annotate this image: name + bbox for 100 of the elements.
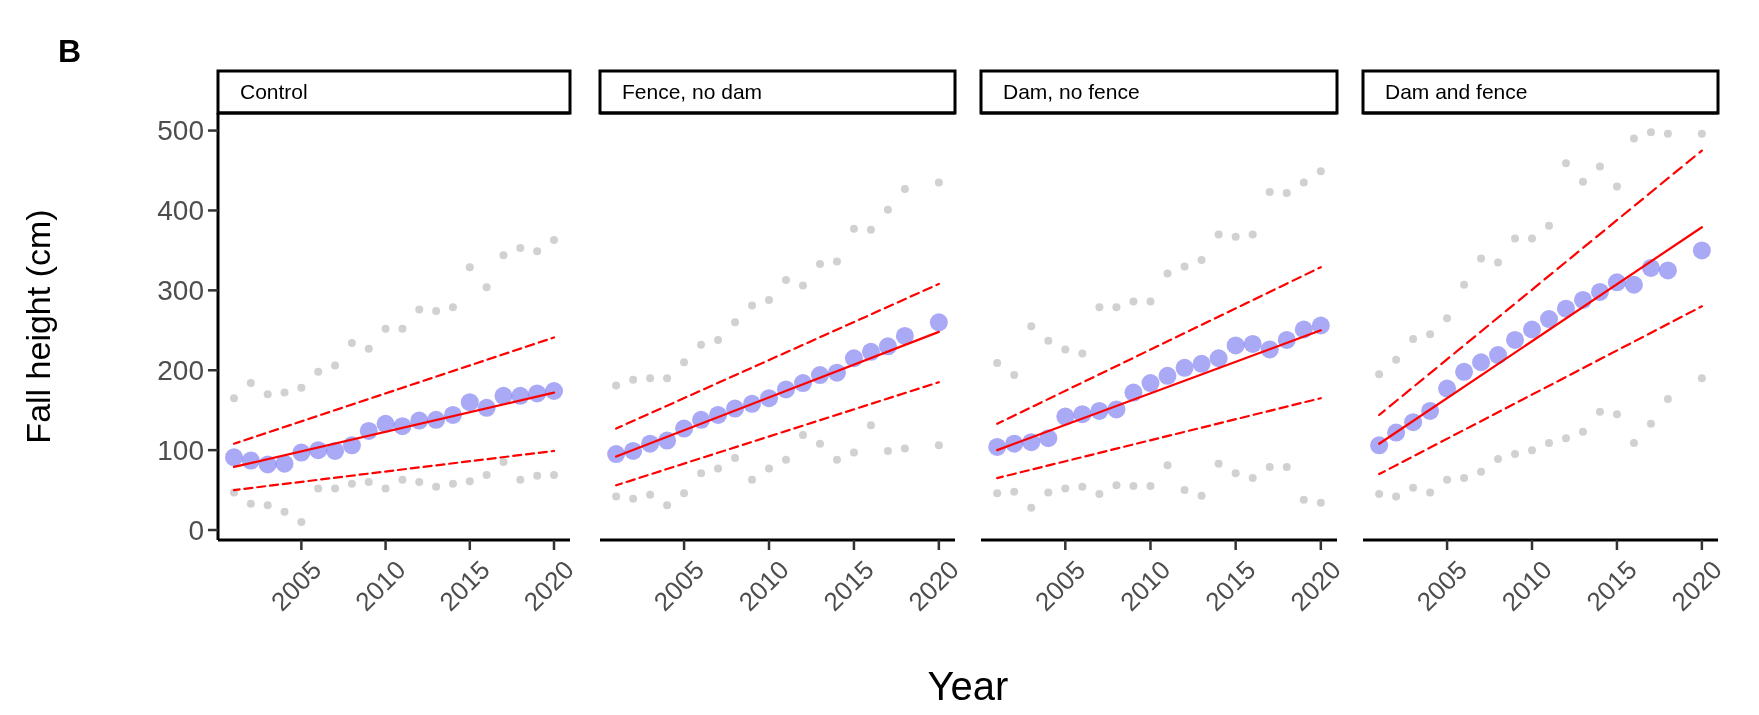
point (1129, 482, 1138, 491)
point (398, 475, 407, 484)
point (1056, 407, 1075, 426)
point (280, 507, 289, 516)
point (381, 484, 390, 493)
point (748, 475, 757, 484)
point (1375, 370, 1384, 379)
point (347, 339, 356, 348)
point (1027, 503, 1036, 512)
point (465, 477, 474, 486)
point (1209, 349, 1228, 368)
point (1578, 177, 1587, 186)
point (314, 484, 323, 493)
y-tick-label: 400 (157, 194, 204, 226)
point (1692, 241, 1711, 260)
point (748, 301, 757, 310)
point (1646, 128, 1655, 137)
point (1629, 134, 1638, 143)
point (499, 251, 508, 260)
point (1214, 230, 1223, 239)
point (1112, 303, 1121, 312)
point (1443, 475, 1452, 484)
point (934, 441, 943, 450)
point (781, 275, 790, 284)
point (1561, 434, 1570, 443)
point (697, 340, 706, 349)
point (1095, 303, 1104, 312)
point (629, 494, 638, 503)
point (1248, 474, 1257, 483)
point (297, 518, 306, 527)
point (1663, 395, 1672, 403)
point (550, 236, 558, 245)
point (680, 358, 689, 367)
point (1192, 354, 1211, 373)
point (1316, 498, 1325, 507)
point (1426, 488, 1435, 497)
point (398, 324, 407, 333)
point (1595, 407, 1604, 416)
point (364, 344, 373, 353)
point (646, 490, 655, 499)
point (376, 414, 395, 433)
point (1477, 467, 1486, 476)
point (993, 359, 1002, 368)
point (482, 470, 491, 479)
point (415, 478, 424, 487)
point (1078, 482, 1087, 491)
point (1061, 345, 1070, 354)
point (494, 386, 513, 405)
point (1311, 316, 1330, 335)
point (1658, 261, 1677, 280)
point (1544, 221, 1553, 230)
point (1010, 487, 1019, 496)
point (1265, 462, 1274, 471)
point (866, 421, 875, 430)
point (1095, 490, 1104, 499)
point (1027, 322, 1036, 331)
point (1528, 446, 1537, 455)
point (331, 361, 340, 370)
y-tick-label: 500 (157, 115, 204, 147)
point (1561, 159, 1570, 168)
y-axis-title: Fall height (cm) (19, 209, 57, 444)
point (1180, 486, 1189, 495)
point (1044, 488, 1053, 497)
point (731, 454, 740, 463)
point (1506, 330, 1525, 349)
point (499, 458, 508, 467)
point (415, 305, 424, 314)
point (1061, 484, 1070, 493)
point (1141, 374, 1160, 393)
point (263, 390, 272, 399)
point (246, 499, 255, 508)
point (1477, 254, 1486, 263)
chart-title: Dam, no fence (1003, 80, 1140, 103)
point (714, 335, 723, 344)
point (731, 318, 740, 327)
point (1282, 188, 1291, 197)
point (1299, 178, 1308, 187)
point (1265, 188, 1274, 197)
point (550, 470, 558, 479)
point (1180, 262, 1189, 271)
point (465, 263, 474, 272)
point (1044, 336, 1053, 345)
text: B (58, 33, 82, 69)
point (1646, 419, 1655, 428)
y-tick-label: 200 (157, 354, 204, 386)
point (1539, 310, 1558, 329)
point (1494, 454, 1503, 463)
point (1129, 297, 1138, 306)
point (1316, 167, 1325, 176)
point (929, 313, 948, 332)
point (1370, 436, 1389, 455)
point (1299, 495, 1308, 504)
chart-title: Dam and fence (1385, 80, 1528, 103)
point (1511, 234, 1520, 243)
point (246, 379, 255, 388)
point (1523, 320, 1542, 339)
point (883, 446, 892, 455)
point (1409, 335, 1418, 344)
point (646, 374, 655, 383)
point (1010, 371, 1019, 380)
